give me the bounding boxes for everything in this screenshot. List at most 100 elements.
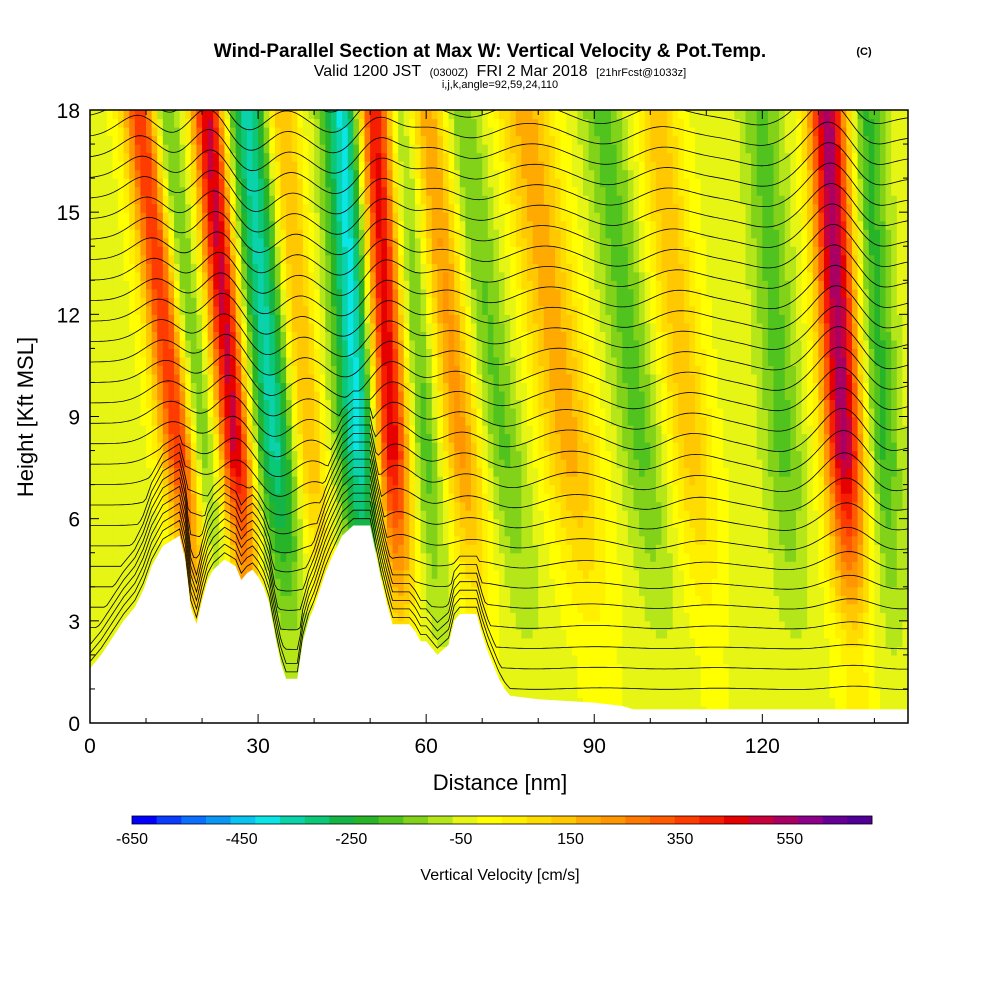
field-cell [414, 612, 422, 622]
field-cell [241, 305, 248, 315]
field-cell [398, 518, 405, 528]
field-cell [246, 382, 254, 392]
field-cell [95, 467, 102, 477]
field-cell [241, 544, 248, 554]
field-cell [414, 144, 422, 154]
field-cell [414, 110, 422, 120]
field-cell [426, 450, 433, 460]
field-cell [112, 382, 119, 392]
field-cell [353, 433, 360, 443]
field-cell [420, 152, 427, 162]
field-cell [398, 254, 405, 264]
field-cell [370, 356, 377, 367]
field-cell [151, 339, 158, 349]
field-cell [375, 416, 382, 426]
field-cell [140, 493, 147, 503]
field-cell [297, 501, 304, 511]
field-cell [202, 297, 209, 307]
field-cell [370, 288, 377, 298]
field-cell [465, 305, 472, 315]
field-cell [353, 339, 360, 349]
field-cell [224, 144, 231, 154]
field-cell [90, 646, 97, 656]
field-cell [146, 467, 153, 477]
field-cell [392, 612, 399, 622]
field-cell [101, 305, 108, 315]
field-cell [381, 127, 388, 137]
field-cell [426, 203, 433, 213]
field-cell [258, 161, 265, 171]
field-cell [364, 390, 371, 401]
field-cell [274, 263, 282, 273]
field-cell [185, 416, 192, 426]
field-cell [375, 118, 382, 128]
field-cell [196, 339, 203, 349]
field-cell [291, 135, 298, 145]
field-cell [274, 220, 282, 230]
field-cell [207, 135, 214, 145]
field-cell [263, 339, 270, 349]
field-cell [426, 612, 433, 622]
field-cell [291, 654, 298, 664]
field-cell [280, 152, 287, 162]
field-cell [342, 373, 349, 384]
field-cell [280, 331, 287, 341]
field-cell [454, 373, 461, 384]
field-cell [330, 280, 338, 290]
field-cell [90, 144, 97, 154]
field-cell [106, 229, 114, 239]
field-cell [381, 476, 388, 486]
field-cell [409, 569, 416, 579]
field-cell [258, 314, 265, 324]
field-cell [302, 467, 310, 477]
field-cell [146, 203, 153, 213]
field-cell [174, 144, 181, 154]
field-cell [392, 425, 399, 435]
field-cell [213, 407, 220, 418]
field-cell [342, 288, 349, 298]
field-cell [246, 442, 254, 452]
field-cell [297, 552, 304, 562]
field-cell [431, 586, 438, 596]
field-cell [246, 365, 254, 375]
field-cell [375, 399, 382, 409]
field-cell [342, 118, 349, 128]
field-cell [291, 161, 298, 171]
field-cell [454, 518, 461, 528]
field-cell [442, 322, 450, 332]
field-cell [392, 382, 399, 392]
field-cell [90, 476, 97, 486]
field-cell [375, 110, 382, 120]
field-cell [185, 339, 192, 349]
field-cell [459, 510, 466, 520]
field-cell [314, 127, 321, 137]
field-cell [263, 390, 270, 401]
field-cell [196, 518, 203, 528]
field-cell [90, 501, 97, 511]
field-cell [218, 535, 226, 545]
field-cell [426, 493, 433, 503]
field-cell [330, 544, 338, 554]
field-cell [442, 603, 450, 613]
field-cell [246, 144, 254, 154]
field-cell [381, 569, 388, 579]
field-cell [123, 305, 130, 315]
field-cell [358, 314, 366, 324]
field-cell [325, 263, 332, 273]
field-cell [207, 544, 214, 554]
field-cell [241, 271, 248, 281]
field-cell [470, 442, 478, 452]
field-cell [213, 365, 220, 375]
field-cell [224, 552, 231, 562]
field-cell [302, 314, 310, 324]
field-cell [185, 152, 192, 162]
field-cell [370, 433, 377, 443]
field-cell [162, 382, 170, 392]
field-cell [325, 518, 332, 528]
field-cell [196, 118, 203, 128]
field-cell [185, 348, 192, 358]
field-cell [286, 169, 293, 179]
field-cell [246, 450, 254, 460]
field-cell [286, 135, 293, 145]
field-cell [106, 365, 114, 375]
